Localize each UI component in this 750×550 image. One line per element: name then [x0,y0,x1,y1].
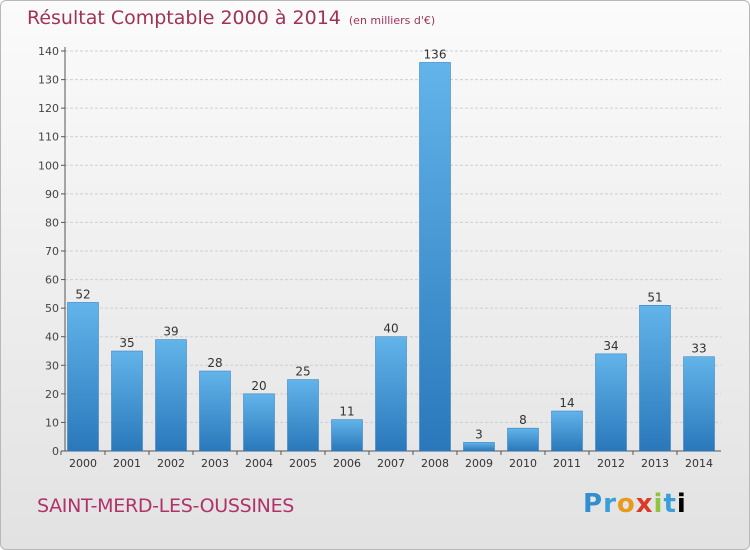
bar-2013 [639,305,671,452]
value-label-2000: 52 [75,287,90,301]
x-tick-label-2005: 2005 [289,457,317,470]
x-tick-label-2001: 2001 [113,457,141,470]
commune-name: SAINT-MERD-LES-OUSSINES [37,495,295,517]
value-label-2010: 8 [519,413,527,427]
bar-2012 [595,353,627,452]
value-label-2007: 40 [383,322,398,336]
x-tick-label-2011: 2011 [553,457,581,470]
chart-subtitle: (en milliers d'€) [348,14,436,27]
y-tick-label: 20 [45,388,59,401]
value-label-2008: 136 [424,47,447,61]
bar-2009 [463,442,495,452]
x-tick-label-2007: 2007 [377,457,405,470]
y-tick-label: 80 [45,216,59,229]
bar-2007 [375,336,407,452]
value-label-2011: 14 [559,396,574,410]
y-tick-label: 0 [52,445,59,458]
value-label-2014: 33 [691,342,706,356]
y-tick-label: 70 [45,245,59,258]
x-tick-label-2000: 2000 [69,457,97,470]
bar-2010 [507,427,539,452]
bar-2003 [199,370,231,452]
y-tick-label: 110 [38,131,59,144]
y-tick-label: 90 [45,188,59,201]
bars [67,62,715,452]
x-tick-label-2002: 2002 [157,457,185,470]
bar-2005 [287,379,319,452]
value-label-2003: 28 [207,356,222,370]
bar-2002 [155,339,187,452]
x-tick-label-2013: 2013 [641,457,669,470]
y-tick-label: 60 [45,274,59,287]
bar-2006 [331,419,363,452]
y-tick-label: 140 [38,45,59,58]
proxiti-logo: Proxiti [583,489,687,519]
chart-title-text: Résultat Comptable 2000 à 2014 [27,7,341,29]
x-tick-label-2009: 2009 [465,457,493,470]
x-tick-label-2008: 2008 [421,457,449,470]
y-tick-label: 100 [38,159,59,172]
bar-2008 [419,62,451,452]
value-label-2002: 39 [163,325,178,339]
value-label-2005: 25 [295,365,310,379]
x-tick-label-2012: 2012 [597,457,625,470]
bar-2014 [683,356,715,452]
bar-2011 [551,410,583,452]
y-tick-label: 10 [45,416,59,429]
chart-title: Résultat Comptable 2000 à 2014 (en millie… [27,7,435,29]
value-label-2004: 20 [251,379,266,393]
y-tick-label: 120 [38,102,59,115]
y-tick-label: 30 [45,359,59,372]
y-tick-label: 130 [38,74,59,87]
bar-2001 [111,350,143,452]
x-tick-label-2010: 2010 [509,457,537,470]
value-label-2009: 3 [475,427,483,441]
bar-2000 [67,302,99,452]
x-tick-label-2004: 2004 [245,457,273,470]
value-label-2001: 35 [119,336,134,350]
x-tick-label-2003: 2003 [201,457,229,470]
x-tick-label-2006: 2006 [333,457,361,470]
x-tick-label-2014: 2014 [685,457,713,470]
value-label-2006: 11 [339,405,354,419]
y-tick-label: 40 [45,331,59,344]
y-tick-label: 50 [45,302,59,315]
labels: 0 10 20 30 40 50 60 70 80 90 100 110 120 130 140 52 2000… [38,45,713,470]
bar-2004 [243,393,275,452]
value-label-2013: 51 [647,290,662,304]
value-label-2012: 34 [603,339,618,353]
